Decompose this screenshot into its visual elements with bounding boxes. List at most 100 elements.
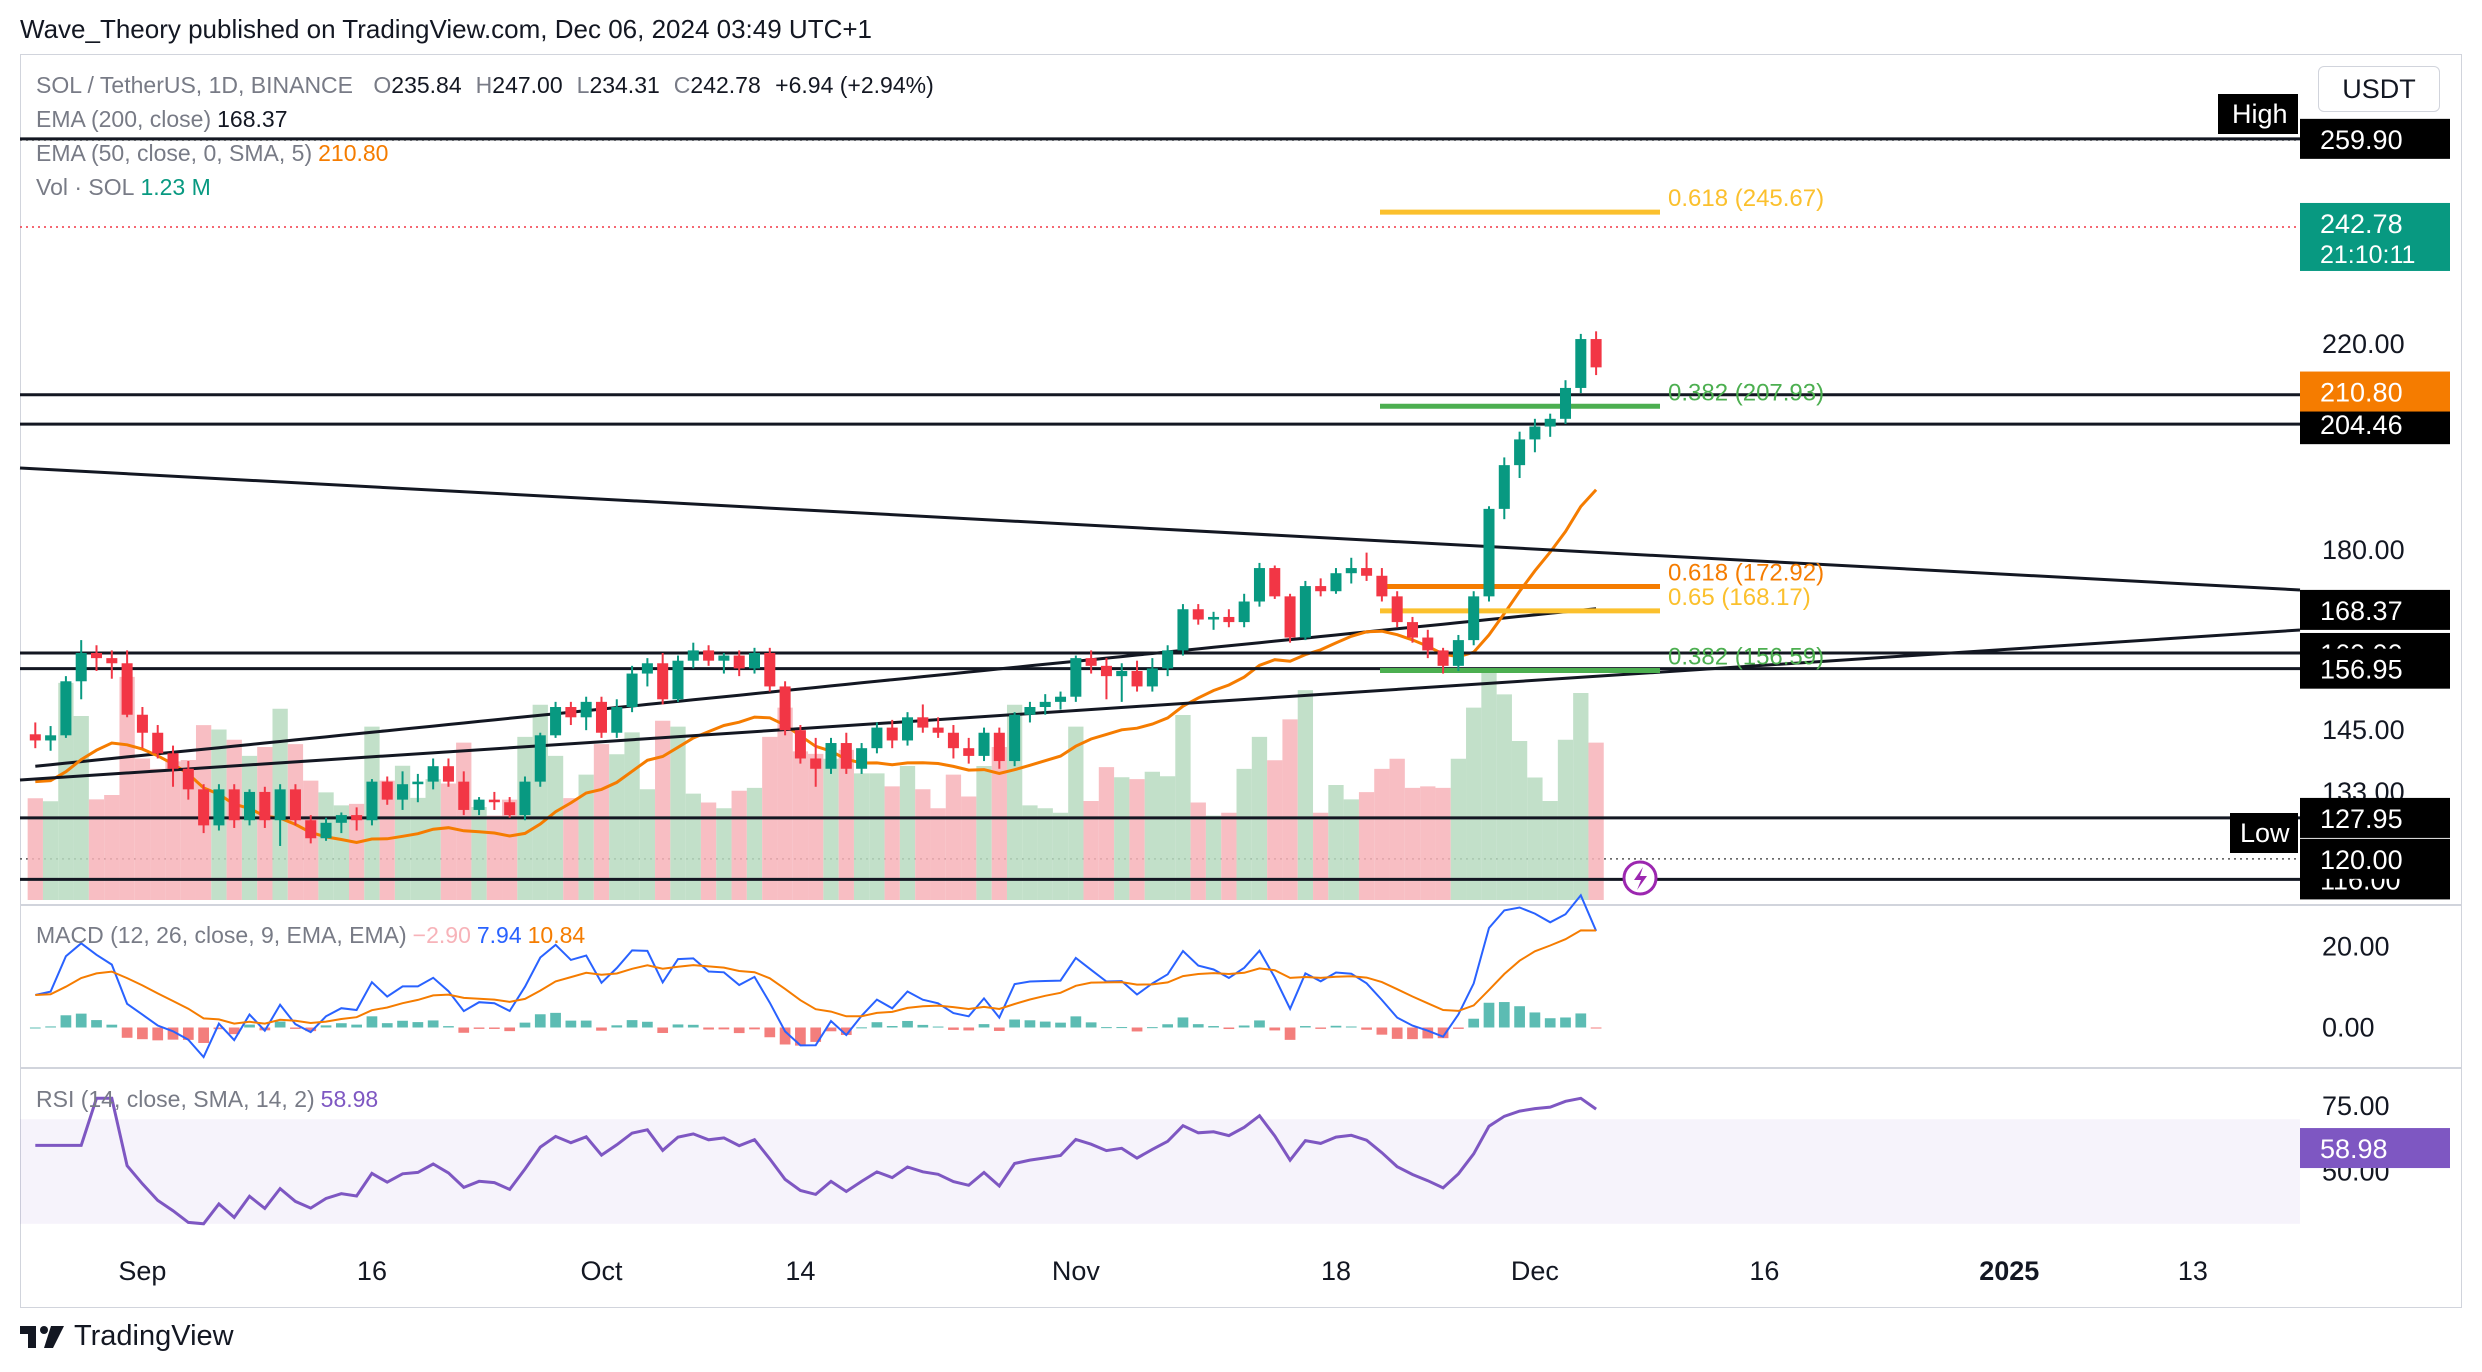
price-tag-box [2300, 797, 2450, 838]
price-tag-label: 156.95 [2320, 655, 2403, 685]
macd-histogram-bar [948, 1027, 959, 1030]
rsi-band [20, 1119, 2300, 1224]
candle-body [825, 743, 837, 769]
volume-bar [180, 760, 196, 900]
volume-bar [945, 774, 962, 900]
candle-body [1376, 575, 1388, 597]
volume-bar [1098, 767, 1115, 900]
macd-histogram-bar [182, 1027, 194, 1040]
legend-rsi[interactable]: RSI (14, close, SMA, 14, 2) 58.98 [36, 1086, 378, 1113]
candle-body [1238, 601, 1250, 623]
x-axis-tick: 13 [2178, 1256, 2208, 1286]
low-tag-label: Low [2240, 818, 2290, 848]
volume-bar [670, 726, 686, 900]
footer-brand[interactable]: TradingView [20, 1320, 234, 1353]
volume-bar [1037, 808, 1053, 900]
volume-bar [1481, 670, 1497, 900]
macd-histogram-bar [504, 1027, 516, 1032]
candle-body [978, 732, 990, 756]
volume-bar [1083, 800, 1099, 900]
legend-volume[interactable]: Vol · SOL 1.23 M [36, 174, 211, 201]
legend-macd-label: MACD (12, 26, close, 9, EMA, EMA) [36, 922, 407, 948]
candle-body [764, 652, 776, 687]
volume-bar [1588, 742, 1604, 900]
candle-body [703, 650, 715, 661]
chart-frame [20, 54, 2462, 1308]
legend-macd[interactable]: MACD (12, 26, close, 9, EMA, EMA) −2.90 7.… [36, 922, 585, 949]
volume-bar [853, 773, 870, 900]
candle-body [121, 663, 133, 715]
legend-symbol[interactable]: SOL / TetherUS, 1D, BINANCE [36, 72, 354, 98]
price-tag-label: 204.46 [2320, 410, 2403, 440]
candle-body [1162, 650, 1174, 669]
macd-histogram-bar [1544, 1018, 1556, 1028]
ohlc-value-l: 234.31 [589, 72, 660, 98]
macd-axis-tick: 20.00 [2322, 931, 2390, 961]
macd-histogram-bar [1116, 1027, 1128, 1029]
price-axis-tick: 180.00 [2322, 535, 2405, 565]
macd-histogram-bar [1177, 1017, 1189, 1028]
ohlc-value-h: 247.00 [492, 72, 563, 98]
volume-bar [716, 808, 732, 900]
candle-body [1437, 650, 1449, 666]
candle-body [840, 743, 852, 769]
macd-histogram-bar [886, 1026, 898, 1028]
legend-ema50[interactable]: EMA (50, close, 0, SMA, 5) 210.80 [36, 140, 388, 167]
volume-bar [471, 806, 487, 900]
macd-histogram-bar [657, 1027, 669, 1033]
macd-histogram-bar [1070, 1016, 1082, 1028]
rsi-current-box [2300, 1128, 2450, 1169]
candle-body [1514, 439, 1526, 466]
currency-button[interactable]: USDT [2318, 66, 2440, 112]
volume-bar [700, 802, 717, 900]
candle-body [856, 748, 868, 769]
legend-change: +6.94 (+2.94%) [775, 72, 934, 98]
macd-histogram-bar [1345, 1026, 1357, 1028]
macd-histogram-bar [1055, 1022, 1066, 1028]
volume-bar [486, 815, 503, 900]
volume-bar [1542, 800, 1558, 900]
volume-bar [1358, 792, 1375, 900]
x-axis-tick: Nov [1052, 1256, 1101, 1286]
macd-histogram-bar [1009, 1019, 1020, 1028]
legend-macd-signal: 10.84 [527, 922, 586, 948]
macd-histogram-bar [718, 1027, 730, 1030]
ohlc-key-c: C [673, 72, 691, 98]
candle-body [60, 681, 72, 736]
candle-body [427, 766, 439, 782]
candle-body [917, 717, 929, 728]
volume-bar [1328, 785, 1344, 900]
volume-bar [1557, 739, 1574, 900]
volume-bar [731, 790, 747, 900]
volume-bar [1466, 707, 1482, 900]
macd-histogram-bar [978, 1024, 990, 1028]
macd-histogram-bar [1024, 1020, 1036, 1028]
macd-histogram-bar [1146, 1027, 1158, 1029]
volume-bar [1297, 690, 1314, 900]
macd-histogram-bar [672, 1024, 684, 1028]
candle-body [1116, 670, 1128, 677]
macd-histogram-bar [1208, 1026, 1219, 1028]
candle-body [1483, 508, 1495, 597]
ohlc-value-o: 235.84 [391, 72, 462, 98]
candle-body [1406, 622, 1418, 638]
macd-histogram-bar [687, 1024, 699, 1028]
legend-ema200[interactable]: EMA (200, close) 168.37 [36, 106, 288, 133]
footer-brand-label: TradingView [74, 1320, 234, 1352]
candle-body [534, 735, 546, 782]
macd-histogram-bar [366, 1016, 378, 1028]
volume-bar [792, 751, 809, 900]
candle-body [1575, 339, 1587, 388]
macd-histogram-bar [1238, 1025, 1250, 1028]
candle-body [198, 789, 210, 826]
macd-histogram-bar [1498, 1002, 1510, 1028]
candle-body [657, 663, 669, 700]
price-tag-box [2300, 648, 2450, 689]
volume-bar [165, 761, 181, 900]
macd-histogram-bar [167, 1027, 179, 1040]
volume-bar [425, 779, 441, 900]
countdown-label: 21:10:11 [2320, 241, 2415, 269]
macd-histogram-bar [749, 1027, 760, 1030]
volume-bar [456, 742, 472, 900]
